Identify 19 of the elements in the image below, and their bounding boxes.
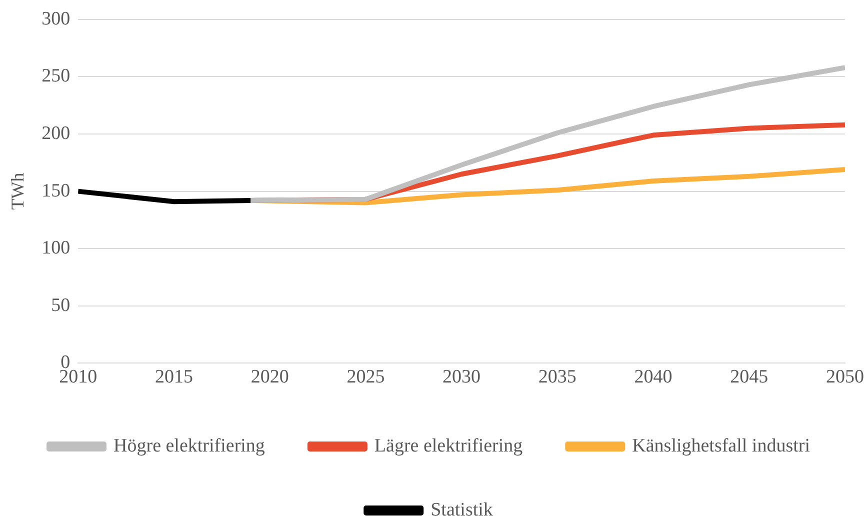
y-axis-title: TWh bbox=[8, 172, 28, 210]
legend-label: Högre elektrifiering bbox=[114, 435, 266, 456]
x-tick-label: 2035 bbox=[538, 366, 576, 388]
legend-label: Statistik bbox=[430, 499, 494, 520]
x-tick-label: 2045 bbox=[730, 366, 768, 388]
y-tick-label: 50 bbox=[51, 294, 70, 316]
legend-label: Känslighetsfall industri bbox=[632, 435, 810, 456]
x-tick-label: 2025 bbox=[346, 366, 385, 388]
legend-label: Lägre elektrifiering bbox=[374, 435, 524, 456]
y-tick-label: 100 bbox=[42, 238, 70, 259]
y-tick-label: 300 bbox=[42, 8, 70, 30]
y-tick-label: 250 bbox=[42, 66, 70, 87]
y-tick-label: 200 bbox=[42, 122, 70, 144]
x-tick-label: 2020 bbox=[250, 366, 289, 388]
x-tick-label: 2030 bbox=[442, 366, 481, 388]
x-tick-label: 2050 bbox=[826, 366, 864, 388]
x-tick-label: 2015 bbox=[154, 366, 193, 388]
y-tick-label: 150 bbox=[42, 180, 70, 202]
x-tick-label: 2040 bbox=[634, 366, 672, 388]
